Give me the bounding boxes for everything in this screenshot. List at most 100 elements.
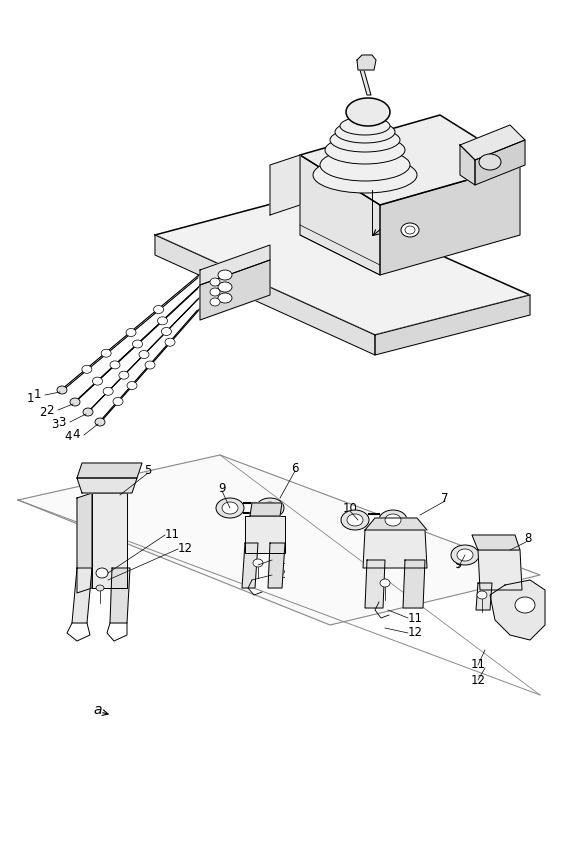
Ellipse shape (218, 293, 232, 303)
Text: 10: 10 (343, 501, 357, 514)
Polygon shape (478, 550, 522, 590)
Text: 12: 12 (272, 569, 287, 581)
Ellipse shape (126, 328, 136, 336)
Ellipse shape (405, 226, 415, 234)
Ellipse shape (320, 149, 410, 181)
Polygon shape (155, 235, 375, 355)
Ellipse shape (83, 408, 93, 416)
Polygon shape (270, 155, 300, 215)
Polygon shape (363, 530, 427, 568)
Ellipse shape (256, 498, 284, 518)
Polygon shape (77, 478, 137, 493)
Polygon shape (403, 560, 425, 608)
Polygon shape (460, 125, 525, 160)
Text: 4: 4 (72, 429, 80, 442)
Text: 2: 2 (46, 403, 54, 416)
Ellipse shape (385, 514, 401, 526)
Ellipse shape (340, 117, 390, 135)
Ellipse shape (347, 514, 363, 526)
Polygon shape (268, 543, 285, 588)
Polygon shape (357, 55, 376, 70)
Text: 12: 12 (470, 674, 486, 687)
Polygon shape (460, 145, 475, 185)
Polygon shape (300, 155, 380, 275)
Ellipse shape (133, 340, 143, 348)
Text: 11: 11 (272, 554, 287, 567)
Ellipse shape (70, 398, 80, 406)
Polygon shape (72, 283, 203, 405)
Text: 9: 9 (218, 481, 226, 494)
Text: 12: 12 (178, 543, 193, 556)
Ellipse shape (216, 498, 244, 518)
Ellipse shape (401, 223, 419, 237)
Ellipse shape (101, 349, 111, 357)
Text: a: a (94, 703, 102, 717)
Text: a: a (385, 223, 393, 237)
Ellipse shape (210, 278, 220, 286)
Ellipse shape (330, 128, 400, 152)
Ellipse shape (457, 549, 473, 561)
Text: 5: 5 (144, 463, 152, 477)
Polygon shape (60, 272, 202, 393)
Text: 8: 8 (524, 531, 532, 544)
Polygon shape (300, 115, 520, 205)
Ellipse shape (341, 510, 369, 530)
Text: 2: 2 (39, 405, 47, 418)
Polygon shape (475, 140, 525, 185)
Polygon shape (490, 580, 545, 640)
Ellipse shape (165, 338, 175, 346)
Polygon shape (92, 493, 127, 588)
Polygon shape (200, 260, 270, 320)
Ellipse shape (479, 154, 501, 170)
Polygon shape (476, 583, 492, 610)
Ellipse shape (96, 568, 108, 578)
Ellipse shape (139, 351, 149, 359)
Ellipse shape (145, 361, 155, 369)
Polygon shape (18, 455, 540, 625)
Ellipse shape (218, 270, 232, 280)
Ellipse shape (210, 288, 220, 296)
Ellipse shape (210, 298, 220, 306)
Polygon shape (155, 195, 530, 335)
Ellipse shape (380, 579, 390, 587)
Polygon shape (365, 560, 385, 608)
Text: 1: 1 (26, 391, 34, 404)
Ellipse shape (313, 157, 417, 193)
Text: 9: 9 (454, 558, 462, 571)
Polygon shape (77, 463, 142, 478)
Ellipse shape (119, 372, 129, 379)
Polygon shape (200, 245, 270, 285)
Polygon shape (242, 543, 258, 588)
Polygon shape (77, 493, 92, 593)
Ellipse shape (113, 397, 123, 405)
Ellipse shape (218, 282, 232, 292)
Ellipse shape (82, 365, 92, 373)
Ellipse shape (127, 382, 137, 390)
Ellipse shape (161, 327, 171, 335)
Polygon shape (472, 535, 520, 550)
Polygon shape (97, 305, 203, 424)
Polygon shape (85, 295, 203, 415)
Polygon shape (110, 568, 130, 623)
Polygon shape (72, 568, 92, 623)
Text: 11: 11 (470, 658, 486, 671)
Ellipse shape (93, 377, 102, 385)
Ellipse shape (325, 136, 405, 164)
Ellipse shape (95, 418, 105, 426)
Polygon shape (380, 165, 520, 275)
Polygon shape (250, 503, 282, 516)
Ellipse shape (153, 306, 164, 314)
Ellipse shape (451, 545, 479, 565)
Polygon shape (360, 70, 371, 95)
Text: 6: 6 (291, 461, 299, 474)
Text: 3: 3 (58, 416, 66, 429)
Polygon shape (365, 518, 427, 530)
Ellipse shape (253, 559, 263, 567)
Ellipse shape (96, 585, 104, 591)
Ellipse shape (346, 98, 390, 126)
Text: 11: 11 (165, 529, 180, 542)
Text: 4: 4 (64, 430, 72, 443)
Ellipse shape (335, 121, 395, 143)
Text: 11: 11 (408, 612, 423, 625)
Text: 12: 12 (408, 626, 423, 639)
